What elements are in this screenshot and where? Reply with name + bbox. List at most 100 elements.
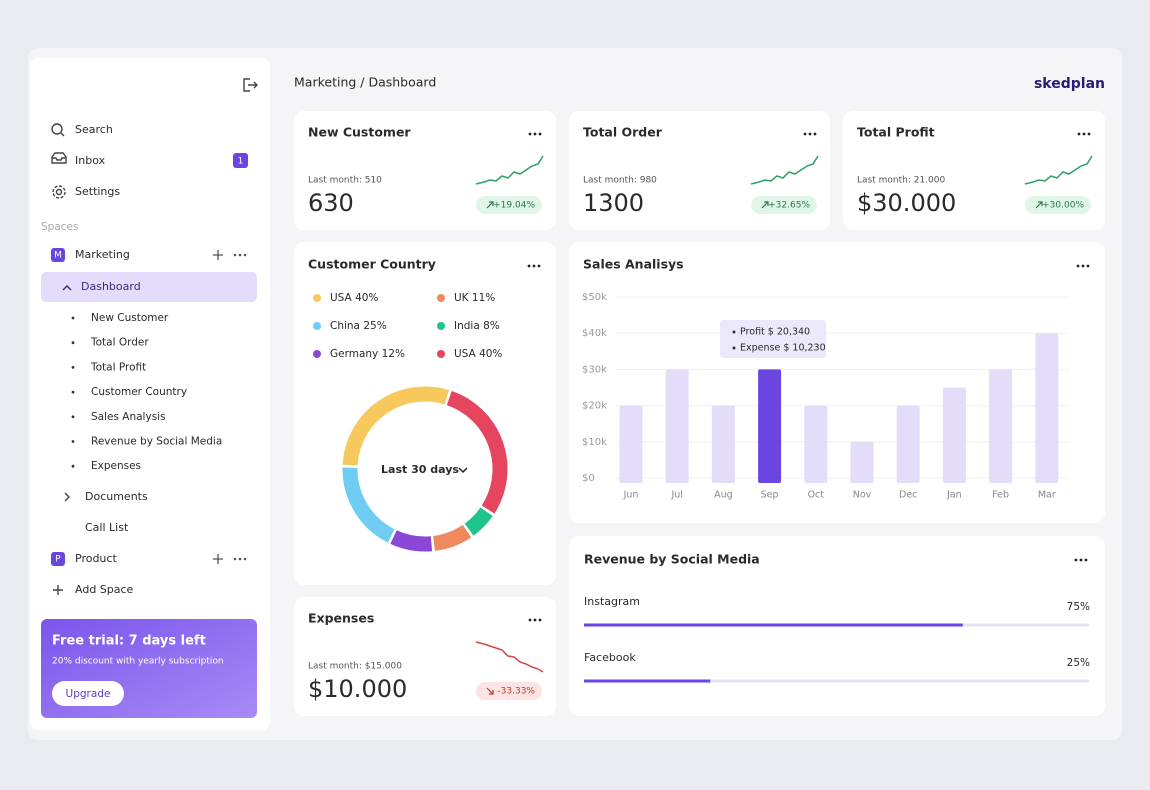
space-badge [51,552,65,566]
page-link[interactable]: Total Order [90,337,149,349]
x-tick-label: Sep [761,490,779,501]
bar[interactable] [1035,333,1059,483]
sparkline [1024,155,1093,185]
more-icon[interactable] [538,132,542,136]
legend-dot [437,294,445,302]
bullet [71,440,75,443]
page-link[interactable]: Call List [85,521,129,534]
tooltip-bullet [732,346,736,350]
nav-item[interactable]: Settings [75,185,120,198]
legend-label: UK 11% [454,292,495,304]
space-name[interactable]: Product [75,552,117,565]
bar[interactable] [619,405,643,483]
more-icon[interactable] [1081,264,1085,268]
nav-item[interactable]: Search [75,123,113,136]
x-tick-label: Jul [670,490,682,501]
bar[interactable] [850,441,874,483]
tooltip-text: Profit $ 20,340 [740,327,810,338]
sparkline [475,641,544,673]
legend-dot [437,350,445,358]
legend-label: USA 40% [454,348,502,360]
donut-center-label[interactable]: Last 30 days [381,463,459,476]
page-link[interactable]: Customer Country [91,386,187,398]
change-value: +30.00% [1042,201,1084,211]
page-link[interactable]: Sales Analysis [91,411,166,423]
more-icon[interactable] [1076,264,1080,268]
more-icon[interactable] [538,618,542,622]
space-actions[interactable] [53,250,247,595]
x-tick-label: Dec [899,490,917,501]
more-icon[interactable] [532,264,536,268]
trend-arrow [761,201,769,209]
trend-arrow [486,687,494,695]
active-page[interactable]: Dashboard [81,280,141,293]
page-link[interactable]: Revenue by Social Media [91,436,222,448]
space-name[interactable]: Marketing [75,248,130,261]
y-tick-label: $40k [582,328,607,339]
more-icon[interactable] [533,618,537,622]
legend-dot [437,322,445,330]
card [569,242,1105,523]
more-icon[interactable] [1082,132,1086,136]
page-link[interactable]: New Customer [91,312,169,324]
page-link[interactable]: Total Profit [90,361,146,373]
kpi-value: 630 [308,189,354,217]
more-icon[interactable] [528,618,532,622]
kpi-value: $30.000 [857,189,956,217]
y-tick-label: $0 [582,473,595,484]
donut-segment [446,390,508,514]
x-tick-label: Jan [946,490,962,501]
more-icon[interactable] [1084,558,1088,562]
bar[interactable] [942,387,966,484]
more-icon[interactable] [528,132,532,136]
breadcrumb: Marketing / Dashboard [294,75,436,90]
donut-segment [464,507,493,536]
legend-dot [313,294,321,302]
bullet [71,390,75,394]
bar[interactable] [804,405,828,483]
bar[interactable] [758,369,782,483]
kpi-value: $10.000 [308,675,407,703]
bar[interactable] [665,369,689,483]
more-icon[interactable] [808,132,812,136]
row-label: Facebook [584,651,636,664]
dropdown-chevron[interactable] [458,467,468,474]
nav-item[interactable]: Inbox [75,154,106,167]
button-label[interactable]: Upgrade [66,688,111,700]
more-icon[interactable] [1086,264,1090,268]
more-icon[interactable] [803,132,807,136]
trial-title: Free trial: 7 days left [52,634,206,649]
more-icon[interactable] [813,132,817,136]
card-title: Customer Country [308,257,436,272]
bar[interactable] [896,405,920,483]
change-pill [476,682,542,700]
card-title: Sales Analisys [583,257,684,272]
kpi-last-month: Last month: 510 [308,176,382,186]
folder-link[interactable]: Documents [85,490,148,503]
page-link[interactable]: Expenses [91,460,141,472]
x-tick-label: Aug [714,490,733,501]
legend-label: USA 40% [330,292,378,304]
x-tick-label: Oct [808,490,825,501]
bar[interactable] [989,369,1013,483]
trend-arrow [1035,201,1043,209]
more-icon[interactable] [1087,132,1091,136]
more-icon[interactable] [1077,132,1081,136]
add-space[interactable]: Add Space [75,583,134,596]
upgrade-button[interactable] [52,681,124,706]
more-icon[interactable] [1074,558,1078,562]
kpi-last-month: Last month: $15.000 [308,662,402,672]
donut-segment [390,530,433,552]
more-icon[interactable] [537,264,541,268]
logout-icon[interactable] [243,78,258,92]
bar[interactable] [711,405,735,483]
x-tick-label: Nov [853,490,872,501]
bullet [71,366,75,369]
more-icon[interactable] [533,132,537,136]
more-icon[interactable] [527,264,531,268]
legend-label: China 25% [330,320,387,332]
tooltip [720,320,826,358]
more-icon[interactable] [1079,558,1083,562]
change-pill [1025,196,1091,214]
